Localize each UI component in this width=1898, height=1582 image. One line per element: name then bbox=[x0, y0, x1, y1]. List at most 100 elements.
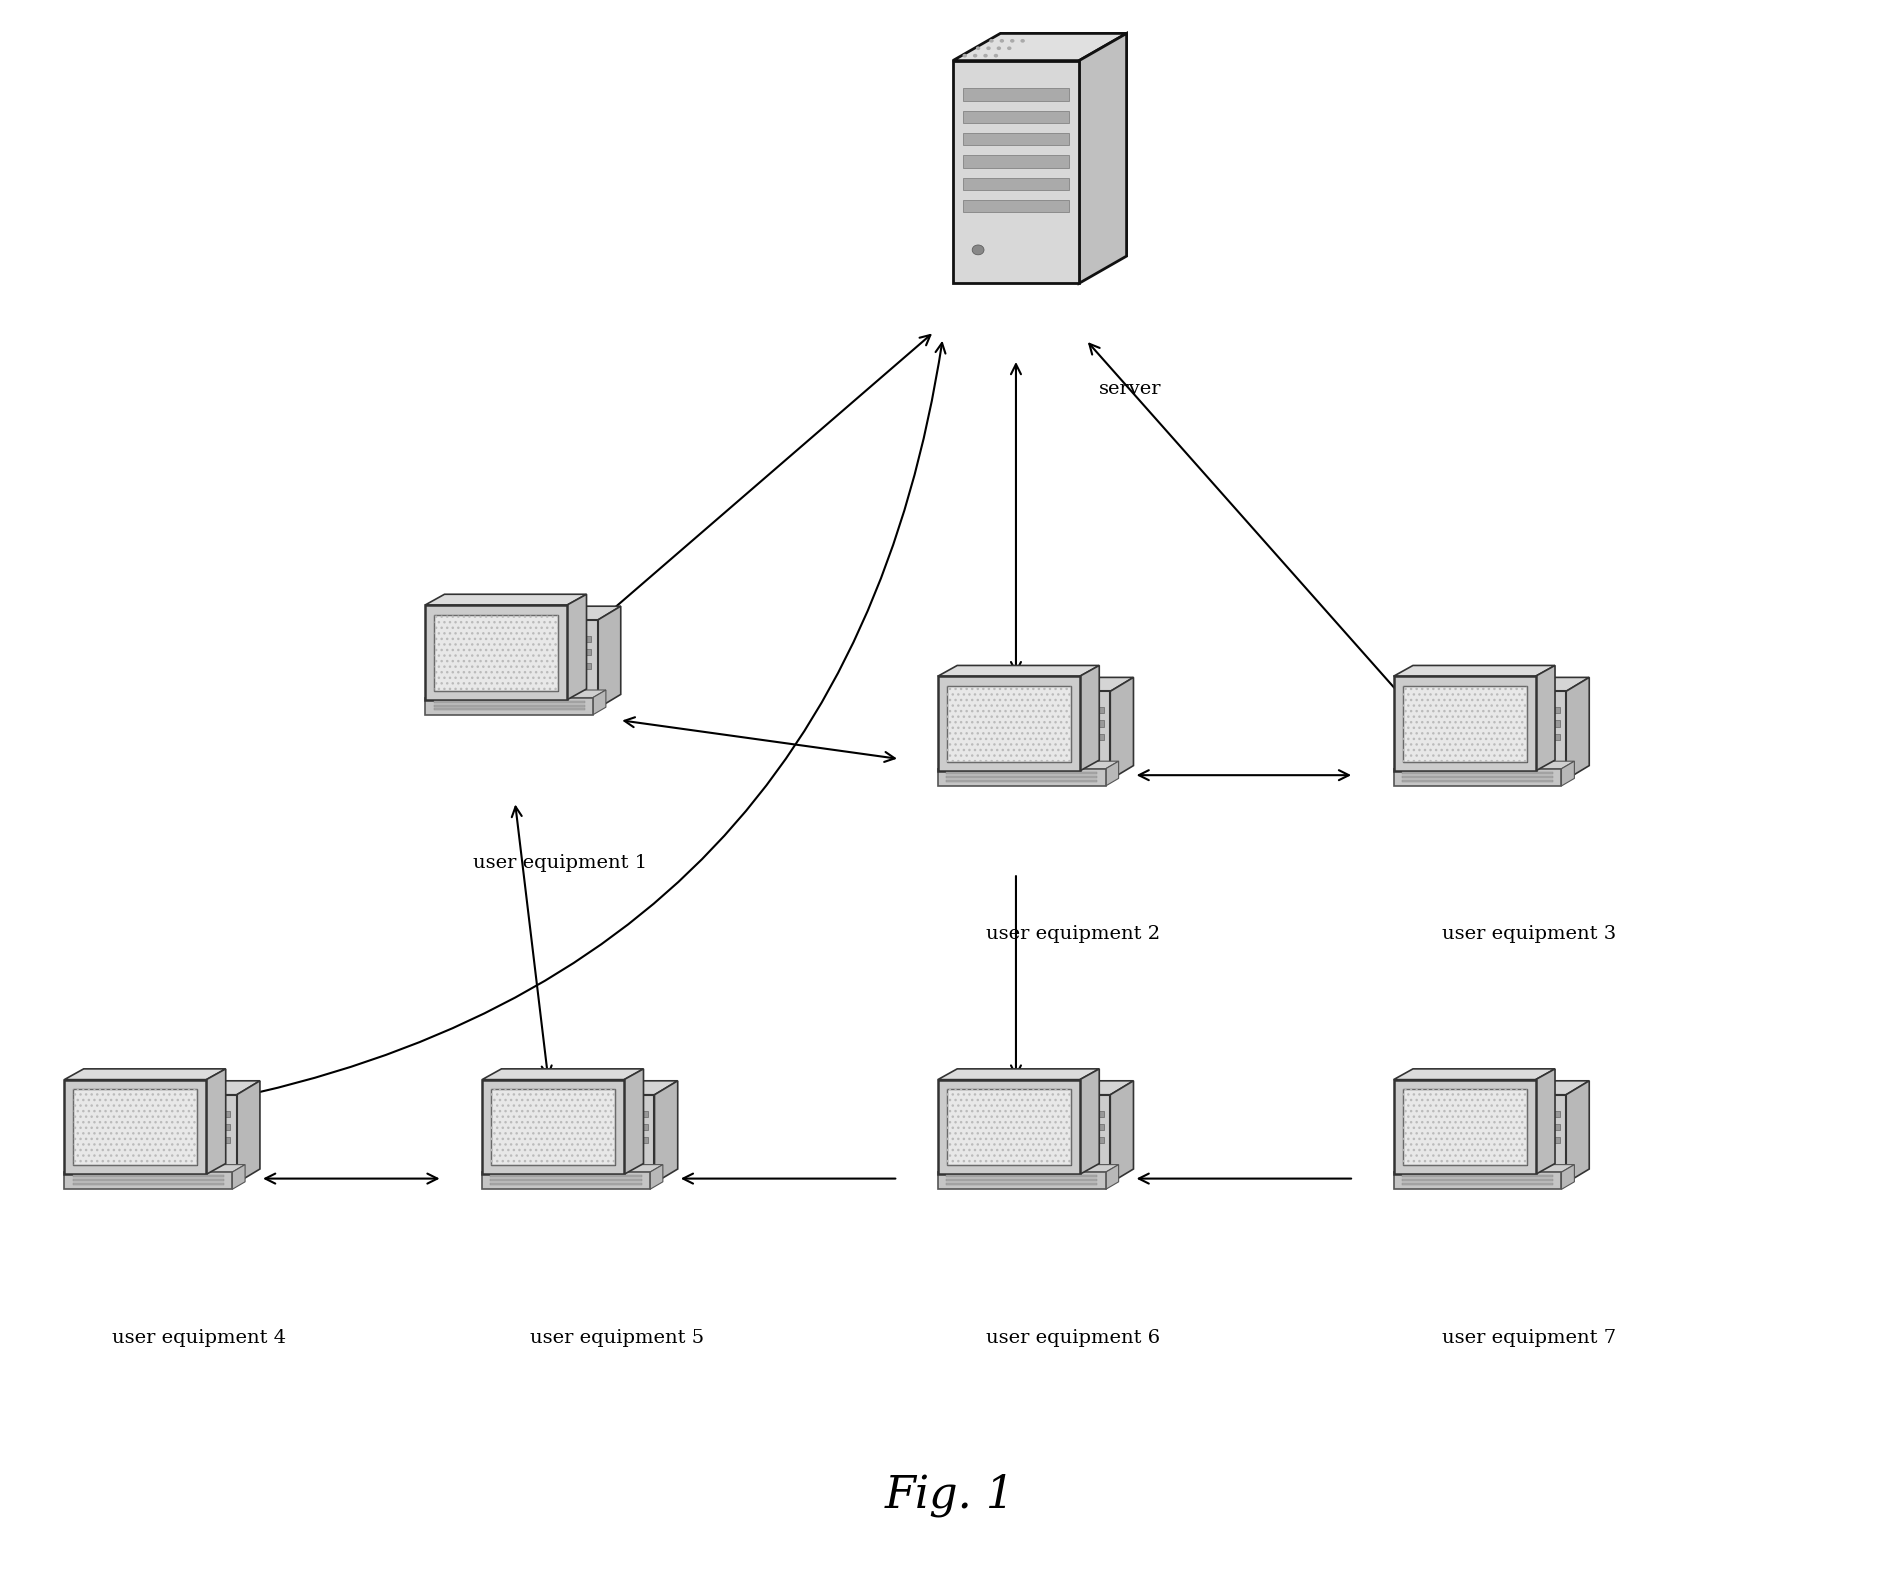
Polygon shape bbox=[1560, 1164, 1573, 1190]
Bar bbox=[433, 709, 585, 710]
Bar bbox=[490, 1183, 642, 1185]
Bar bbox=[1401, 1179, 1553, 1182]
Bar bbox=[947, 1090, 1070, 1166]
Bar bbox=[947, 687, 1070, 763]
Polygon shape bbox=[938, 666, 1099, 676]
Bar bbox=[945, 780, 1097, 782]
Polygon shape bbox=[598, 606, 621, 709]
Bar bbox=[592, 1095, 655, 1183]
Bar bbox=[962, 155, 1069, 168]
Bar bbox=[1053, 734, 1103, 740]
Bar bbox=[1403, 687, 1526, 763]
Bar bbox=[1393, 1172, 1560, 1190]
Polygon shape bbox=[232, 1164, 245, 1190]
Bar bbox=[962, 199, 1069, 212]
Bar bbox=[490, 1179, 642, 1182]
Bar bbox=[945, 1183, 1097, 1185]
Bar bbox=[435, 615, 558, 691]
Bar bbox=[180, 1137, 230, 1144]
Bar bbox=[945, 1175, 1097, 1177]
Bar bbox=[180, 1111, 230, 1117]
Polygon shape bbox=[1503, 677, 1589, 691]
Bar bbox=[1458, 1169, 1473, 1177]
Text: user equipment 1: user equipment 1 bbox=[473, 854, 647, 872]
Bar bbox=[65, 1079, 207, 1174]
Polygon shape bbox=[1566, 1081, 1589, 1183]
Polygon shape bbox=[655, 1081, 678, 1183]
Circle shape bbox=[1059, 763, 1069, 770]
Polygon shape bbox=[482, 1069, 643, 1079]
Bar bbox=[1403, 687, 1526, 763]
Bar bbox=[1458, 766, 1473, 774]
Circle shape bbox=[1010, 40, 1014, 43]
Bar bbox=[74, 1090, 197, 1166]
Bar bbox=[482, 1172, 649, 1190]
Bar bbox=[1401, 1175, 1553, 1177]
Bar bbox=[1393, 769, 1560, 786]
Circle shape bbox=[186, 1166, 195, 1174]
Bar bbox=[1509, 1137, 1558, 1144]
Polygon shape bbox=[1105, 761, 1118, 786]
Polygon shape bbox=[1560, 761, 1573, 786]
Bar bbox=[425, 698, 592, 715]
Bar bbox=[1393, 676, 1535, 770]
Bar bbox=[1002, 1169, 1017, 1177]
Polygon shape bbox=[649, 1164, 662, 1190]
Bar bbox=[1053, 1123, 1103, 1130]
Circle shape bbox=[1059, 1166, 1069, 1174]
Polygon shape bbox=[65, 1164, 245, 1172]
Polygon shape bbox=[425, 595, 586, 604]
Bar bbox=[1048, 1095, 1110, 1183]
Text: user equipment 5: user equipment 5 bbox=[530, 1329, 704, 1346]
Text: user equipment 4: user equipment 4 bbox=[112, 1329, 287, 1346]
Bar bbox=[1403, 1090, 1526, 1166]
Bar bbox=[180, 1123, 230, 1130]
Circle shape bbox=[993, 54, 998, 57]
Circle shape bbox=[962, 54, 966, 57]
Bar bbox=[962, 111, 1069, 123]
Text: user equipment 3: user equipment 3 bbox=[1441, 925, 1615, 943]
Bar bbox=[1401, 780, 1553, 782]
Polygon shape bbox=[592, 1081, 678, 1095]
Bar bbox=[492, 1090, 615, 1166]
Bar bbox=[1401, 775, 1553, 778]
Bar bbox=[1053, 720, 1103, 726]
Polygon shape bbox=[1393, 666, 1554, 676]
Polygon shape bbox=[1393, 1069, 1554, 1079]
Circle shape bbox=[989, 40, 993, 43]
Polygon shape bbox=[1078, 33, 1126, 283]
Circle shape bbox=[976, 46, 979, 51]
Polygon shape bbox=[237, 1081, 260, 1183]
Bar bbox=[938, 769, 1105, 786]
Bar bbox=[962, 177, 1069, 190]
Circle shape bbox=[604, 1166, 613, 1174]
Bar bbox=[1048, 691, 1110, 780]
Polygon shape bbox=[1048, 1081, 1133, 1095]
Bar bbox=[129, 1169, 144, 1177]
Bar bbox=[1401, 772, 1553, 774]
Bar bbox=[72, 1175, 224, 1177]
Bar bbox=[938, 1079, 1080, 1174]
Bar bbox=[1393, 1079, 1535, 1174]
Polygon shape bbox=[1080, 666, 1099, 770]
Bar bbox=[1509, 734, 1558, 740]
Bar bbox=[1509, 720, 1558, 726]
Bar bbox=[535, 620, 598, 709]
Polygon shape bbox=[65, 1069, 226, 1079]
Bar bbox=[435, 615, 558, 691]
Bar bbox=[953, 60, 1078, 283]
Bar bbox=[433, 701, 585, 702]
Bar bbox=[1503, 1095, 1566, 1183]
Bar bbox=[938, 676, 1080, 770]
Bar bbox=[490, 1175, 642, 1177]
Bar bbox=[947, 687, 1070, 763]
Polygon shape bbox=[592, 690, 605, 715]
Circle shape bbox=[1515, 763, 1524, 770]
Bar bbox=[598, 1137, 647, 1144]
Bar bbox=[938, 1172, 1105, 1190]
Polygon shape bbox=[938, 761, 1118, 769]
Polygon shape bbox=[1105, 1164, 1118, 1190]
Polygon shape bbox=[1535, 666, 1554, 770]
Polygon shape bbox=[1566, 677, 1589, 780]
Bar bbox=[72, 1179, 224, 1182]
